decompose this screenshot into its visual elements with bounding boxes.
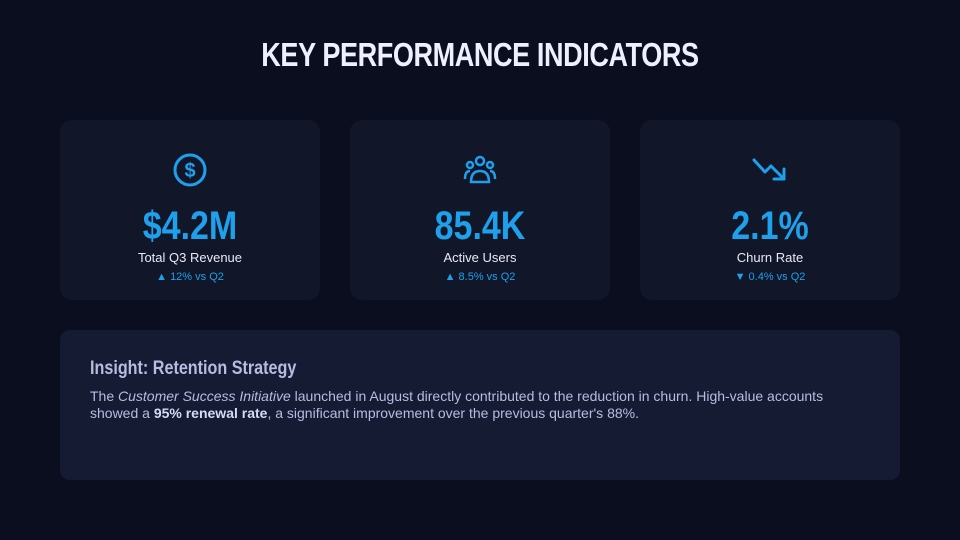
insight-title: Insight: Retention Strategy — [90, 358, 297, 379]
icon-users — [463, 155, 497, 184]
insight-text: The Customer Success Initiative launched… — [90, 388, 850, 422]
text: launched in August directly contributed … — [90, 388, 824, 421]
emphasis: Customer Success Initiative — [118, 388, 291, 404]
kpi-card: 85.4K Active Users ▲ 8.5% vs Q2 — [350, 120, 610, 300]
icon-dollar: $ — [173, 153, 207, 187]
kpi-card: 2.1% Churn Rate ▼ 0.4% vs Q2 — [640, 120, 900, 300]
kpi-label: Total Q3 Revenue — [137, 250, 243, 265]
icon-trend-down — [752, 158, 786, 181]
kpi-change: ▲ 8.5% vs Q2 — [444, 271, 516, 283]
kpi-card: $ $4.2M Total Q3 Revenue ▲ 12% vs Q2 — [60, 120, 320, 300]
kpi-change: ▼ 0.4% vs Q2 — [734, 271, 806, 283]
kpi-change: ▲ 12% vs Q2 — [156, 271, 224, 283]
kpi-label: Active Users — [443, 250, 517, 265]
text: , a significant improvement over the pre… — [267, 405, 639, 421]
strong: 95% renewal rate — [153, 405, 268, 421]
kpi-value: 85.4K — [434, 204, 526, 248]
text: The — [90, 388, 119, 404]
kpi-value: 2.1% — [731, 204, 809, 248]
kpi-value: $4.2M — [142, 204, 238, 248]
insight-box: Insight: Retention Strategy The Customer… — [60, 330, 900, 480]
kpi-label: Churn Rate — [736, 250, 804, 265]
title: KEY PERFORMANCE INDICATORS — [261, 36, 699, 73]
svg-text:$: $ — [184, 160, 195, 182]
